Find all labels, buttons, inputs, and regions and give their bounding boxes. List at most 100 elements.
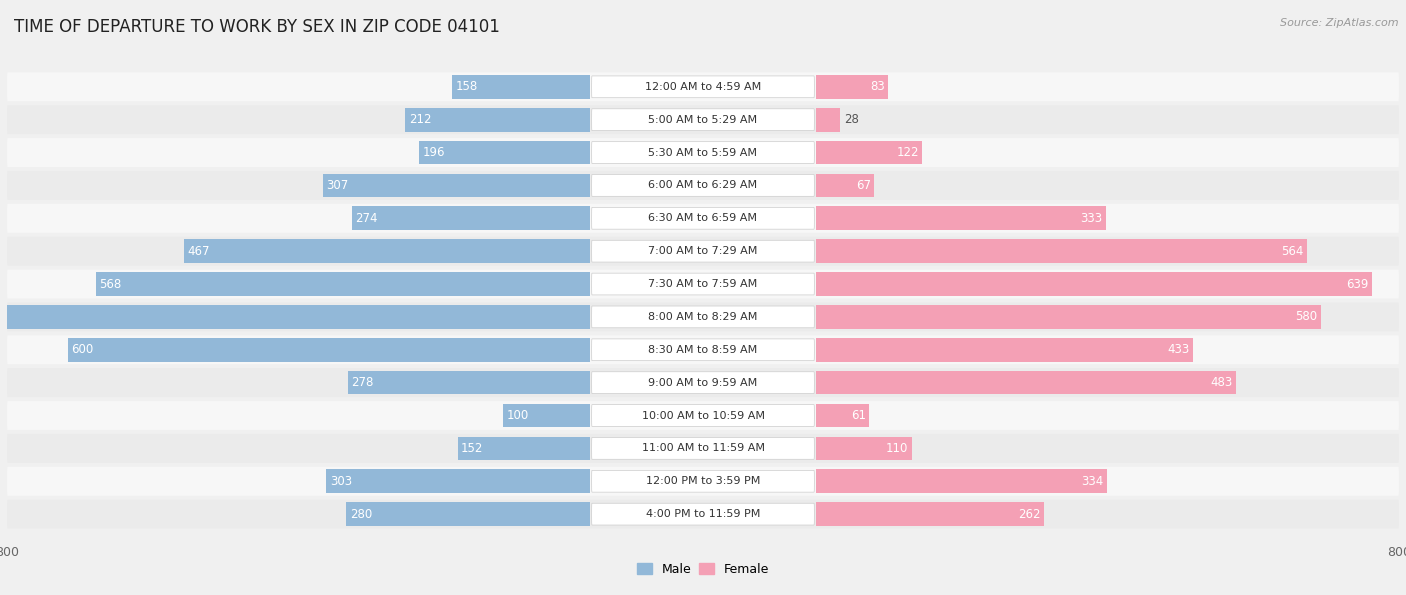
Text: 7:30 AM to 7:59 AM: 7:30 AM to 7:59 AM (648, 279, 758, 289)
Bar (815, 75, 889, 99)
Text: 278: 278 (352, 376, 374, 389)
Bar (815, 371, 1236, 394)
Text: 83: 83 (870, 80, 884, 93)
FancyBboxPatch shape (7, 368, 1399, 397)
Text: 212: 212 (409, 113, 432, 126)
FancyBboxPatch shape (592, 405, 814, 427)
Text: 8:00 AM to 8:29 AM: 8:00 AM to 8:29 AM (648, 312, 758, 322)
Text: 307: 307 (326, 179, 349, 192)
FancyBboxPatch shape (592, 503, 814, 525)
Text: 639: 639 (1346, 277, 1368, 290)
FancyBboxPatch shape (592, 76, 814, 98)
Text: 280: 280 (350, 508, 373, 521)
Text: 28: 28 (844, 113, 859, 126)
Bar (0, 305, 591, 329)
FancyBboxPatch shape (592, 437, 814, 459)
FancyBboxPatch shape (7, 270, 1399, 299)
Text: 6:30 AM to 6:59 AM: 6:30 AM to 6:59 AM (648, 213, 758, 223)
Bar (815, 206, 1105, 230)
Bar (815, 437, 912, 460)
Bar (67, 338, 591, 362)
Bar (815, 338, 1192, 362)
Text: 467: 467 (187, 245, 209, 258)
Bar (352, 206, 591, 230)
Bar (815, 305, 1320, 329)
Text: 100: 100 (506, 409, 529, 422)
Text: 158: 158 (456, 80, 478, 93)
Bar (326, 469, 591, 493)
Text: 4:00 PM to 11:59 PM: 4:00 PM to 11:59 PM (645, 509, 761, 519)
Text: 274: 274 (354, 212, 378, 225)
Bar (346, 502, 591, 526)
FancyBboxPatch shape (7, 138, 1399, 167)
Bar (405, 108, 591, 131)
Bar (184, 239, 591, 263)
Text: 122: 122 (896, 146, 918, 159)
Bar (815, 469, 1107, 493)
Text: 9:00 AM to 9:59 AM: 9:00 AM to 9:59 AM (648, 378, 758, 388)
Bar (815, 239, 1306, 263)
FancyBboxPatch shape (592, 240, 814, 262)
Bar (419, 141, 591, 164)
Text: 580: 580 (1295, 311, 1317, 324)
FancyBboxPatch shape (7, 73, 1399, 101)
Bar (815, 141, 922, 164)
FancyBboxPatch shape (7, 171, 1399, 200)
FancyBboxPatch shape (592, 142, 814, 164)
Text: 5:30 AM to 5:59 AM: 5:30 AM to 5:59 AM (648, 148, 758, 158)
FancyBboxPatch shape (7, 204, 1399, 233)
Text: 196: 196 (423, 146, 446, 159)
Text: 12:00 PM to 3:59 PM: 12:00 PM to 3:59 PM (645, 476, 761, 486)
FancyBboxPatch shape (592, 174, 814, 196)
Text: 334: 334 (1081, 475, 1104, 488)
Text: 61: 61 (851, 409, 866, 422)
FancyBboxPatch shape (7, 336, 1399, 364)
Bar (323, 174, 591, 198)
Text: 11:00 AM to 11:59 AM: 11:00 AM to 11:59 AM (641, 443, 765, 453)
FancyBboxPatch shape (592, 339, 814, 361)
FancyBboxPatch shape (7, 105, 1399, 134)
Text: 483: 483 (1211, 376, 1233, 389)
Text: 8:30 AM to 8:59 AM: 8:30 AM to 8:59 AM (648, 345, 758, 355)
Text: 152: 152 (461, 442, 484, 455)
Bar (503, 403, 591, 427)
Text: 10:00 AM to 10:59 AM: 10:00 AM to 10:59 AM (641, 411, 765, 421)
Bar (96, 272, 591, 296)
Text: 5:00 AM to 5:29 AM: 5:00 AM to 5:29 AM (648, 115, 758, 125)
FancyBboxPatch shape (7, 401, 1399, 430)
Text: 67: 67 (856, 179, 870, 192)
Text: 6:00 AM to 6:29 AM: 6:00 AM to 6:29 AM (648, 180, 758, 190)
FancyBboxPatch shape (7, 237, 1399, 265)
Bar (453, 75, 591, 99)
Bar (458, 437, 591, 460)
FancyBboxPatch shape (7, 500, 1399, 528)
Bar (815, 403, 869, 427)
FancyBboxPatch shape (592, 372, 814, 393)
Bar (815, 174, 875, 198)
FancyBboxPatch shape (592, 208, 814, 229)
Bar (815, 502, 1045, 526)
Text: 303: 303 (330, 475, 352, 488)
FancyBboxPatch shape (7, 302, 1399, 331)
Text: 564: 564 (1281, 245, 1303, 258)
Bar (349, 371, 591, 394)
Text: Source: ZipAtlas.com: Source: ZipAtlas.com (1281, 18, 1399, 28)
Text: 600: 600 (72, 343, 94, 356)
Bar (815, 108, 841, 131)
FancyBboxPatch shape (7, 434, 1399, 463)
Text: 262: 262 (1018, 508, 1040, 521)
Text: TIME OF DEPARTURE TO WORK BY SEX IN ZIP CODE 04101: TIME OF DEPARTURE TO WORK BY SEX IN ZIP … (14, 18, 501, 36)
Legend: Male, Female: Male, Female (631, 558, 775, 581)
Text: 12:00 AM to 4:59 AM: 12:00 AM to 4:59 AM (645, 82, 761, 92)
Text: 433: 433 (1167, 343, 1189, 356)
Text: 7:00 AM to 7:29 AM: 7:00 AM to 7:29 AM (648, 246, 758, 256)
Text: 110: 110 (886, 442, 908, 455)
Bar (815, 272, 1372, 296)
FancyBboxPatch shape (592, 306, 814, 328)
FancyBboxPatch shape (592, 273, 814, 295)
Text: 333: 333 (1080, 212, 1102, 225)
Text: 568: 568 (100, 277, 121, 290)
FancyBboxPatch shape (7, 467, 1399, 496)
FancyBboxPatch shape (592, 109, 814, 130)
FancyBboxPatch shape (592, 471, 814, 492)
